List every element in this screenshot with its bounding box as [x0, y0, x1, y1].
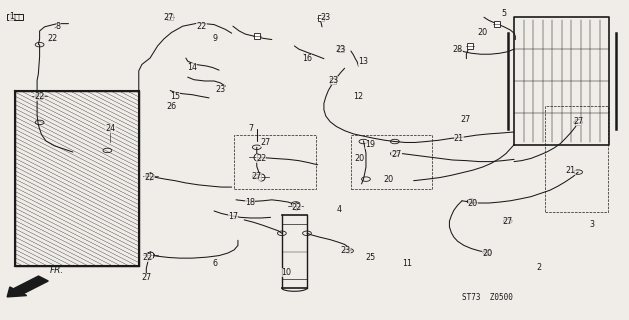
Text: 22: 22 [256, 154, 266, 163]
Text: 27: 27 [252, 172, 262, 181]
Text: 20: 20 [482, 250, 492, 259]
Text: 27: 27 [460, 115, 470, 124]
Text: 22: 22 [196, 22, 207, 31]
Text: 27: 27 [141, 273, 152, 282]
Text: 22: 22 [35, 92, 45, 101]
Text: 27: 27 [503, 217, 513, 226]
Text: 27: 27 [573, 117, 583, 126]
Text: 1: 1 [9, 12, 14, 21]
Text: 2: 2 [537, 263, 542, 272]
Text: 20: 20 [477, 28, 487, 37]
Text: 23: 23 [321, 13, 331, 22]
Text: 26: 26 [166, 102, 177, 111]
Text: 21: 21 [565, 166, 576, 175]
Text: 23: 23 [215, 85, 225, 94]
Text: FR.: FR. [50, 266, 64, 275]
Text: 21: 21 [454, 134, 464, 143]
Text: 17: 17 [228, 212, 238, 221]
Text: 9: 9 [213, 34, 218, 43]
Text: 15: 15 [170, 92, 181, 101]
Text: 24: 24 [106, 124, 116, 133]
Text: 27: 27 [260, 138, 270, 147]
Text: 8: 8 [56, 22, 61, 31]
Text: 27: 27 [164, 13, 174, 22]
Text: 18: 18 [245, 197, 255, 206]
Text: 6: 6 [213, 259, 218, 268]
Text: 25: 25 [366, 253, 376, 262]
Text: 19: 19 [365, 140, 375, 149]
Text: 5: 5 [501, 9, 506, 18]
Text: 3: 3 [589, 220, 594, 229]
Text: 27: 27 [391, 150, 401, 159]
Text: 12: 12 [353, 92, 364, 101]
Text: 22: 22 [47, 35, 57, 44]
Text: 22: 22 [144, 173, 155, 182]
Text: 7: 7 [248, 124, 253, 132]
Bar [7, 14, 23, 20]
Text: 22: 22 [142, 253, 153, 262]
Text: 28: 28 [452, 44, 463, 54]
Text: 4: 4 [337, 205, 342, 214]
Text: 11: 11 [403, 259, 413, 268]
Text: 20: 20 [467, 199, 477, 208]
Text: 22: 22 [292, 203, 302, 212]
Text: 16: 16 [302, 53, 312, 62]
Text: 14: 14 [187, 63, 197, 72]
Text: 10: 10 [281, 268, 291, 277]
Text: 20: 20 [384, 175, 394, 184]
FancyArrow shape [7, 276, 48, 297]
Text: 23: 23 [328, 76, 338, 85]
Text: 20: 20 [355, 154, 365, 163]
Text: 23: 23 [336, 44, 346, 54]
Text: 23: 23 [341, 246, 351, 255]
Text: ST73  Z0500: ST73 Z0500 [462, 293, 513, 302]
Text: 13: 13 [359, 57, 369, 66]
